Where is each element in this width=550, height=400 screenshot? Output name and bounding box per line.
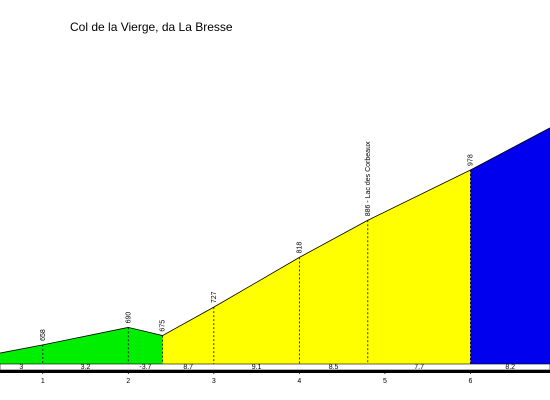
elevation-label: 886 - Lac des Corbeaux: [365, 141, 372, 216]
x-tick-label: 2: [126, 378, 130, 385]
profile-line: [0, 127, 550, 354]
gradient-label: 3.2: [81, 364, 91, 371]
elevation-label: 658: [40, 329, 47, 341]
gradient-label: 8.5: [329, 364, 339, 371]
elevation-label: 690: [125, 312, 132, 324]
gradient-segment: [162, 307, 214, 370]
gradient-label: 7.7: [414, 364, 424, 371]
gradient-segment: [213, 257, 300, 370]
elevation-label: 727: [211, 291, 218, 303]
chart-title: Col de la Vierge, da La Bresse: [70, 20, 233, 34]
x-tick-label: 3: [212, 378, 216, 385]
elevation-label: 978: [467, 154, 474, 166]
x-tick-label: 1: [41, 378, 45, 385]
gradient-segment: [299, 220, 368, 370]
gradient-label: 3: [19, 364, 23, 371]
elevation-label: 675: [160, 320, 167, 332]
x-tick-label: 6: [468, 378, 472, 385]
gradient-label: 9.1: [252, 364, 262, 371]
x-tick-label: 5: [383, 378, 387, 385]
elevation-label: 818: [296, 242, 303, 254]
km-bar: [0, 370, 550, 373]
gradient-segment: [42, 327, 129, 370]
gradient-label: -3.7: [139, 364, 151, 371]
gradient-segment: [367, 169, 471, 370]
x-tick-label: 4: [297, 378, 301, 385]
gradient-segment: [128, 327, 163, 370]
gradient-segment: [470, 127, 550, 370]
gradient-label: 8.7: [183, 364, 193, 371]
gradient-label: 8.2: [505, 364, 515, 371]
